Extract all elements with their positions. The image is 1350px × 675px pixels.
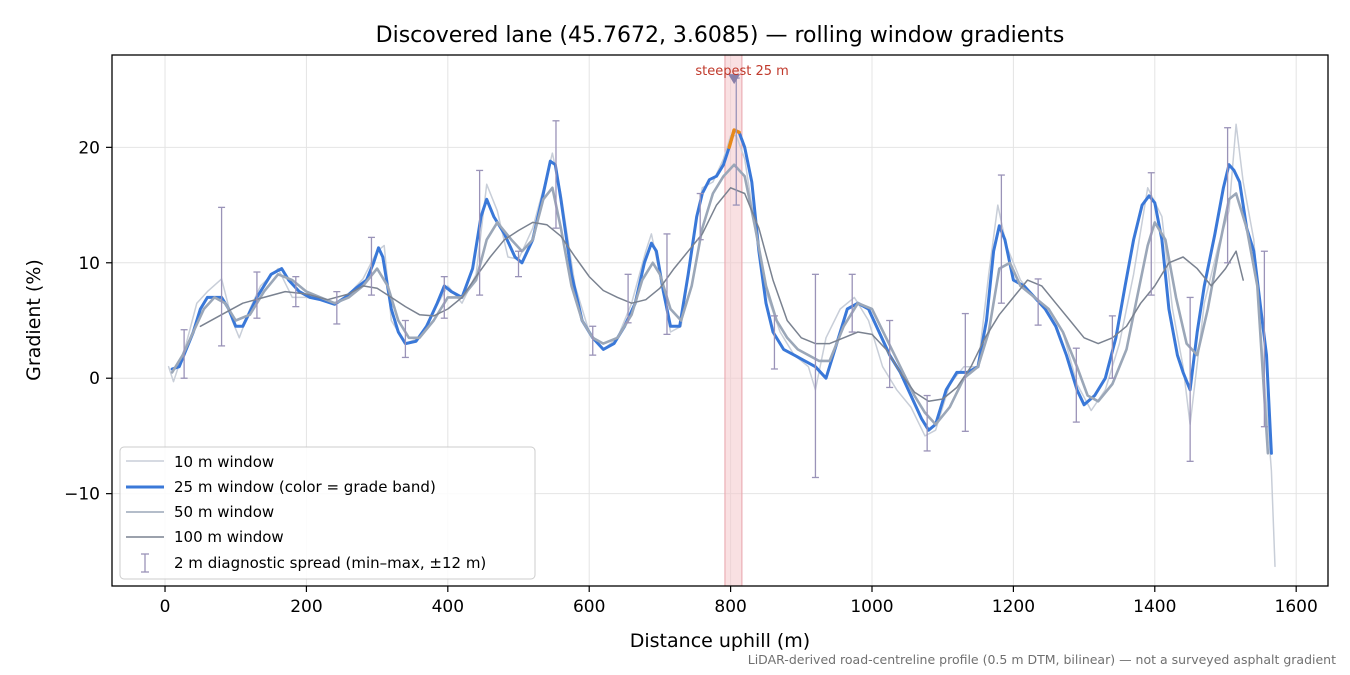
error-bar <box>663 233 671 336</box>
error-bar <box>1034 278 1042 326</box>
x-tick-label: 200 <box>290 597 322 617</box>
error-bar <box>292 275 300 308</box>
x-tick-label: 400 <box>432 597 464 617</box>
error-bar <box>886 319 894 389</box>
axis-ticks: 0 200 400 600 800 1000 1200 1400 1600 −10 0 10 20 <box>64 138 1318 617</box>
error-bar <box>1108 315 1116 379</box>
series-lines <box>167 123 1276 568</box>
error-bar <box>961 312 969 432</box>
error-bar <box>1186 296 1194 462</box>
legend-label-w50: 50 m window <box>174 503 274 521</box>
error-bar <box>997 174 1005 304</box>
error-bar <box>770 315 778 370</box>
error-bar <box>624 273 632 324</box>
series-line-w50 <box>170 163 1270 455</box>
error-bar <box>1072 347 1080 423</box>
legend-swatch-errorbar <box>141 553 149 573</box>
x-tick-label: 1600 <box>1275 597 1318 617</box>
footer-note: LiDAR-derived road-centreline profile (0… <box>748 652 1336 667</box>
legend-label-errorbar: 2 m diagnostic spread (min–max, ±12 m) <box>174 554 486 572</box>
error-bar <box>696 192 704 241</box>
legend-label-w10: 10 m window <box>174 453 274 471</box>
error-bar <box>1147 172 1155 296</box>
series-line-w25 <box>170 128 1273 455</box>
error-bar <box>218 206 226 347</box>
steepest-marker <box>728 74 741 85</box>
x-tick-label: 1400 <box>1133 597 1176 617</box>
error-bar <box>589 325 597 356</box>
error-bar <box>848 273 856 333</box>
error-bar <box>1260 250 1268 428</box>
error-bar <box>180 329 188 379</box>
error-bar <box>515 250 523 278</box>
legend-frame <box>119 446 536 580</box>
error-bar <box>333 290 341 325</box>
error-bar <box>552 120 560 229</box>
grid-lines <box>112 55 1328 586</box>
error-bar <box>367 236 375 296</box>
legend-label-w25: 25 m window (color = grade band) <box>174 478 436 496</box>
error-bar <box>1224 127 1232 264</box>
series-line-w25-steepest <box>727 128 741 150</box>
x-tick-label: 1200 <box>992 597 1035 617</box>
error-bar <box>440 275 448 319</box>
y-tick-label: 0 <box>89 369 100 389</box>
plot-frame <box>111 54 1329 587</box>
x-tick-label: 800 <box>714 597 746 617</box>
series-line-w100 <box>199 187 1244 403</box>
legend-label-w100: 100 m window <box>174 528 284 546</box>
error-bar <box>401 319 409 359</box>
error-bar <box>811 273 819 479</box>
y-tick-label: −10 <box>64 485 100 505</box>
y-axis-label: Gradient (%) <box>23 259 45 381</box>
error-bar <box>476 169 484 296</box>
steepest-marker-triangle <box>728 74 741 85</box>
error-bar <box>253 271 261 319</box>
error-bar <box>923 394 931 452</box>
x-tick-label: 1000 <box>850 597 893 617</box>
chart-title: Discovered lane (45.7672, 3.6085) — roll… <box>376 23 1065 48</box>
y-tick-label: 10 <box>78 254 100 274</box>
x-tick-label: 0 <box>160 597 171 617</box>
y-tick-label: 20 <box>78 138 100 158</box>
x-tick-label: 600 <box>573 597 605 617</box>
legend: 10 m window 25 m window (color = grade b… <box>119 446 536 580</box>
error-bars <box>180 77 1268 479</box>
x-axis-label: Distance uphill (m) <box>630 630 810 652</box>
steepest-annotation: steepest 25 m <box>695 64 788 79</box>
